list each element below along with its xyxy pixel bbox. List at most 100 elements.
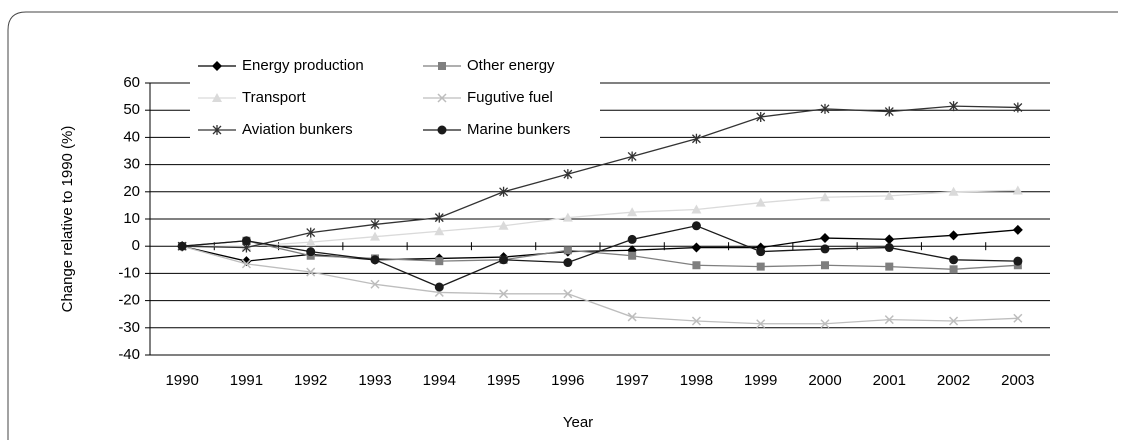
marker — [820, 319, 830, 329]
marker — [499, 289, 509, 299]
y-tick-label: -10 — [118, 264, 140, 281]
marker — [370, 279, 380, 289]
marker — [884, 106, 894, 117]
marker — [948, 186, 959, 196]
marker — [306, 227, 316, 238]
marker — [438, 62, 446, 70]
marker — [884, 243, 894, 253]
marker — [434, 282, 444, 292]
marker — [820, 244, 830, 254]
marker — [949, 101, 959, 112]
marker — [306, 247, 316, 257]
marker — [627, 312, 637, 322]
x-axis-label: Year — [563, 414, 593, 431]
marker — [212, 61, 222, 71]
marker — [498, 220, 509, 230]
y-tick-label: 30 — [123, 156, 140, 173]
y-tick-label: 60 — [123, 74, 140, 91]
marker — [949, 316, 959, 326]
y-tick-label: 0 — [132, 237, 140, 254]
marker — [212, 125, 222, 135]
legend-label: Aviation bunkers — [242, 121, 353, 138]
legend-box — [190, 52, 600, 146]
marker — [499, 186, 509, 197]
marker — [756, 319, 766, 329]
marker — [691, 221, 701, 231]
marker — [821, 261, 829, 270]
series-line — [182, 189, 1018, 247]
marker — [435, 257, 444, 266]
marker — [756, 262, 765, 271]
marker — [563, 258, 573, 268]
y-tick-label: -30 — [118, 319, 140, 336]
y-tick-label: 10 — [123, 210, 140, 227]
marker — [370, 219, 380, 230]
marker — [820, 103, 830, 114]
marker — [691, 204, 702, 214]
y-tick-label: 40 — [123, 128, 140, 145]
x-tick-label: 1999 — [744, 372, 777, 389]
x-tick-label: 1996 — [551, 372, 584, 389]
marker — [563, 169, 573, 180]
series-line — [182, 105, 1018, 249]
marker — [627, 207, 638, 217]
marker — [691, 133, 701, 144]
x-tick-label: 1992 — [294, 372, 327, 389]
marker — [437, 125, 447, 135]
marker — [948, 230, 959, 241]
marker — [884, 234, 895, 245]
y-tick-label: -20 — [118, 292, 140, 309]
marker — [691, 242, 702, 253]
marker — [627, 151, 637, 162]
marker — [1012, 185, 1023, 195]
marker — [370, 231, 380, 241]
series-line — [182, 225, 1018, 288]
marker — [627, 234, 637, 244]
x-tick-label: 1994 — [423, 372, 456, 389]
marker — [1013, 256, 1023, 266]
legend-label: Fugutive fuel — [467, 89, 553, 106]
x-tick-label: 2001 — [873, 372, 906, 389]
marker — [241, 236, 251, 246]
series-line — [182, 240, 1018, 270]
series-line — [181, 245, 1018, 325]
marker — [563, 289, 573, 299]
marker — [437, 93, 447, 103]
x-tick-label: 2000 — [808, 372, 841, 389]
marker — [628, 251, 637, 260]
marker — [499, 255, 509, 265]
legend-label: Transport — [242, 89, 306, 106]
x-tick-label: 2002 — [937, 372, 970, 389]
legend-label: Energy production — [242, 57, 364, 74]
y-tick-label: 50 — [123, 101, 140, 118]
marker — [885, 262, 894, 271]
x-tick-label: 1991 — [230, 372, 263, 389]
marker — [949, 265, 958, 274]
y-tick-label: 20 — [123, 183, 140, 200]
marker — [177, 241, 187, 251]
x-tick-label: 1998 — [680, 372, 713, 389]
marker — [949, 255, 959, 265]
marker — [692, 261, 701, 270]
x-tick-label: 1997 — [615, 372, 648, 389]
marker — [241, 259, 251, 269]
legend-label: Other energy — [467, 57, 555, 74]
marker — [562, 212, 573, 222]
marker — [434, 212, 444, 223]
marker — [820, 192, 830, 202]
marker — [884, 190, 895, 200]
marker — [1012, 224, 1023, 235]
marker — [1013, 102, 1023, 113]
marker — [434, 226, 445, 236]
marker — [370, 255, 380, 265]
frame — [7, 11, 1118, 440]
marker — [1013, 313, 1023, 323]
marker — [305, 237, 316, 247]
x-tick-label: 1993 — [358, 372, 391, 389]
x-tick-label: 1995 — [487, 372, 520, 389]
marker — [756, 247, 766, 257]
x-tick-label: 2003 — [1001, 372, 1034, 389]
legend: Energy production Other energy Transport Fu… — [190, 52, 600, 146]
marker — [563, 246, 572, 255]
